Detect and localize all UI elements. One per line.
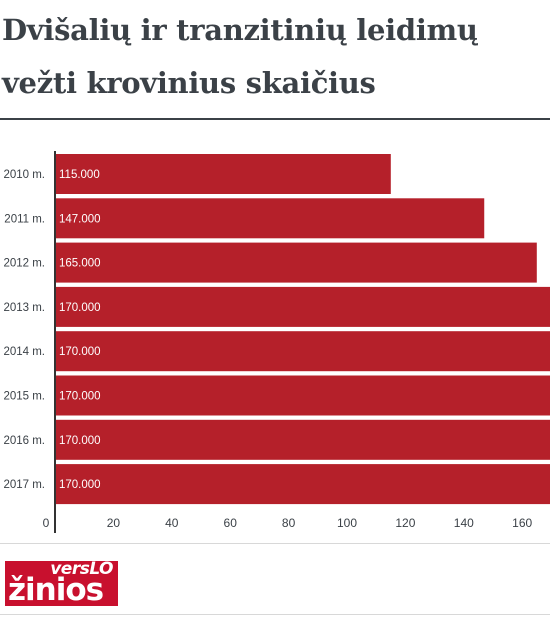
bar: [55, 154, 391, 194]
x-tick-label: 60: [224, 516, 238, 530]
category-label: 2010 m.: [3, 169, 45, 181]
category-label: 2011 m.: [4, 213, 45, 225]
data-label: 115.000: [59, 169, 100, 181]
x-tick-label: 120: [395, 516, 415, 530]
x-tick-label: 140: [454, 516, 474, 530]
category-label: 2015 m.: [3, 391, 45, 403]
x-tick-label: 80: [282, 516, 296, 530]
x-tick-label: 160: [512, 516, 532, 530]
bar: [55, 286, 550, 327]
chart-title: Dvišalių ir tranzitinių leidimų vežti kr…: [2, 13, 478, 100]
data-label: 170.000: [59, 346, 101, 358]
bar: [55, 464, 550, 505]
data-label: 170.000: [59, 391, 101, 403]
verslo-zinios-logo: versLO žinios: [5, 559, 118, 608]
bar: [55, 419, 550, 460]
title-divider: [0, 118, 550, 120]
x-tick-label: 100: [337, 516, 357, 530]
category-label: 2016 m.: [3, 435, 45, 447]
bar: [55, 375, 550, 416]
logo-main-text: žinios: [8, 572, 104, 608]
data-label: 147.000: [59, 213, 101, 225]
bar: [55, 198, 485, 239]
x-tick-label: 0: [43, 516, 50, 530]
x-tick-label: 20: [107, 516, 121, 530]
category-label: 2014 m.: [3, 346, 45, 358]
footer-divider-top: [0, 543, 550, 544]
bar: [55, 331, 550, 372]
category-label: 2017 m.: [3, 479, 45, 491]
logo-top-text: versLO: [50, 559, 113, 579]
footer-divider-bottom: [0, 614, 550, 615]
category-label: 2013 m.: [3, 302, 45, 314]
data-label: 165.000: [59, 258, 101, 270]
data-label: 170.000: [59, 302, 101, 314]
bar-chart: 2010 m. 115.000 2011 m. 147.000 2012 m. 165.0…: [3, 151, 550, 533]
bar: [55, 242, 537, 283]
data-label: 170.000: [59, 435, 101, 447]
data-label: 170.000: [59, 479, 101, 491]
category-label: 2012 m.: [3, 258, 45, 270]
x-tick-label: 40: [165, 516, 179, 530]
